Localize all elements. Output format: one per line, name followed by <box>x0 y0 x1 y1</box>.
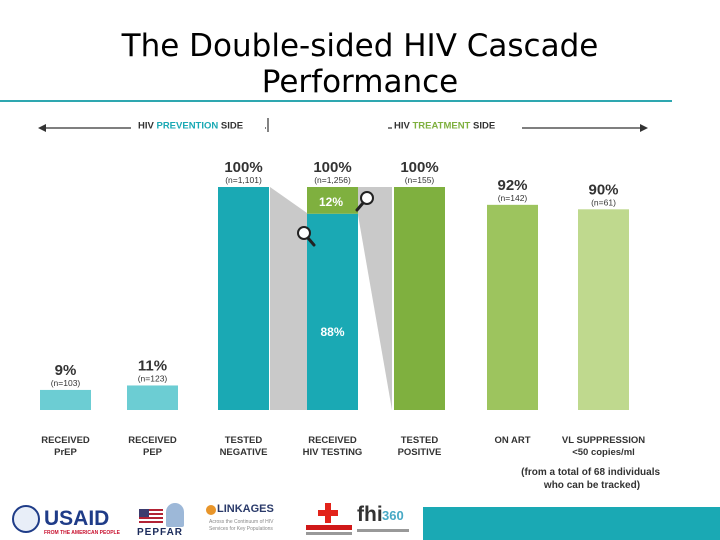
svg-text:HIV PREVENTION SIDE: HIV PREVENTION SIDE <box>138 121 243 132</box>
connector-negative-to-testing <box>270 187 307 410</box>
bar <box>578 209 629 410</box>
n-label: (n=103) <box>51 378 81 388</box>
magnifier-icon <box>355 191 374 212</box>
slide-title: The Double-sided HIV Cascade Performance <box>121 28 599 100</box>
red-cross-subtext <box>306 532 352 535</box>
red-cross-wordmark <box>306 525 352 530</box>
category-label: <50 copies/ml <box>572 447 635 458</box>
value-label: 100% <box>224 159 262 176</box>
value-label: 11% <box>138 357 167 374</box>
linkages-mark-icon <box>206 505 216 515</box>
pepfar-logo: PEPFAR <box>137 527 184 538</box>
chart-footnote: (from a total of 68 individuals who can … <box>521 467 663 491</box>
category-label: RECEIVED <box>308 435 357 446</box>
treatment-accent: TREATMENT <box>412 121 470 132</box>
n-label: (n=123) <box>138 373 168 383</box>
category-label: RECEIVED <box>128 435 177 446</box>
segment-label: 88% <box>320 325 344 339</box>
value-label: 100% <box>313 159 351 176</box>
bar <box>127 385 178 410</box>
flag-icon <box>139 509 163 523</box>
category-label: TESTED <box>401 435 439 446</box>
treatment-side-header: HIV TREATMENT SIDE <box>388 118 648 132</box>
segment-label: 12% <box>319 195 343 209</box>
bar-segment-tested-positive-share <box>307 187 358 214</box>
bar-segment-tested-negative-share <box>307 213 358 410</box>
prevention-side-header: HIV PREVENTION SIDE <box>38 118 269 132</box>
prevention-accent: PREVENTION <box>156 121 218 132</box>
value-label: 100% <box>400 159 438 176</box>
category-label: POSITIVE <box>398 447 442 458</box>
title-divider <box>0 100 672 102</box>
linkages-tagline: Across the Continuum of HIV Services for… <box>209 519 274 532</box>
n-label: (n=1,101) <box>225 175 262 185</box>
bar <box>487 204 538 410</box>
connector-testing-to-positive <box>358 187 392 410</box>
footnote-line: who can be tracked) <box>543 480 640 491</box>
category-label: PEP <box>143 447 163 458</box>
category-label: PrEP <box>54 447 77 458</box>
n-label: (n=155) <box>405 175 435 185</box>
footer-color-block <box>423 507 720 540</box>
person-icon <box>166 503 184 527</box>
partner-logos: USAID FROM THE AMERICAN PEOPLE PEPFAR LI… <box>0 497 720 540</box>
fhi-tagline <box>357 529 409 532</box>
prevention-prefix: HIV <box>138 121 156 132</box>
treatment-suffix: SIDE <box>470 121 495 132</box>
red-cross-icon <box>318 503 338 523</box>
category-label: ON ART <box>494 435 530 446</box>
fhi-logo: fhi <box>357 503 383 526</box>
category-label: TESTED <box>225 435 263 446</box>
n-label: (n=142) <box>498 193 528 203</box>
svg-text:HIV TREATMENT SIDE: HIV TREATMENT SIDE <box>394 121 495 132</box>
bar <box>40 389 91 410</box>
n-label: (n=61) <box>591 197 616 207</box>
cascade-chart: HIV PREVENTION SIDE HIV TREATMENT SIDE 9… <box>38 118 663 491</box>
value-label: 92% <box>497 177 527 194</box>
usaid-seal-icon <box>12 505 40 533</box>
footnote-line: (from a total of 68 individuals <box>521 467 660 478</box>
usaid-tagline: FROM THE AMERICAN PEOPLE <box>44 530 120 536</box>
n-label: (n=1,256) <box>314 175 351 185</box>
prevention-suffix: SIDE <box>218 121 243 132</box>
fhi-logo-number: 360 <box>382 508 404 523</box>
value-label: 90% <box>588 181 618 198</box>
bar <box>394 187 445 410</box>
category-label: HIV TESTING <box>303 447 363 458</box>
value-label: 9% <box>55 362 77 379</box>
usaid-logo: USAID <box>44 507 110 530</box>
magnifier-icon <box>297 226 316 247</box>
bar <box>218 187 269 410</box>
category-label: RECEIVED <box>41 435 90 446</box>
category-label: NEGATIVE <box>220 447 268 458</box>
category-label: VL SUPPRESSION <box>562 435 645 446</box>
linkages-logo: LINKAGES <box>217 503 274 515</box>
treatment-prefix: HIV <box>394 121 412 132</box>
